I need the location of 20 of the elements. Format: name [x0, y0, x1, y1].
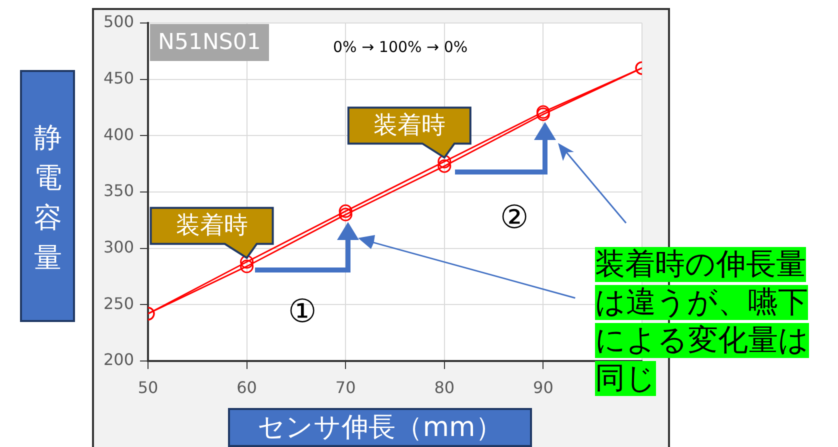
annotation: N51NS01: [150, 24, 269, 61]
annotation: 装着時: [176, 211, 248, 240]
x-tick-label: 60: [236, 378, 257, 397]
annotation: 0% → 100% → 0%: [333, 38, 468, 56]
y-tick-label: 500: [103, 12, 134, 32]
y-tick-label: 400: [103, 124, 134, 144]
annotation: 装着時の伸長量は違うが、嚥下による変化量は同じ: [595, 247, 809, 396]
x-tick-label: 80: [434, 378, 455, 397]
y-axis-title: 静電容量: [33, 120, 63, 276]
y-tick-label: 300: [103, 237, 134, 256]
annotation: ②: [500, 198, 529, 236]
y-tick-label: 200: [103, 350, 134, 370]
x-tick-label: 70: [335, 378, 356, 397]
y-tick-label: 350: [103, 181, 134, 200]
annotation: 装着時: [373, 110, 446, 139]
y-tick-label: 250: [103, 294, 134, 313]
x-tick-label: 90: [533, 378, 554, 397]
y-tick-label: 450: [103, 68, 134, 88]
x-tick-label: 50: [138, 378, 158, 397]
annotation: ①: [288, 292, 317, 330]
